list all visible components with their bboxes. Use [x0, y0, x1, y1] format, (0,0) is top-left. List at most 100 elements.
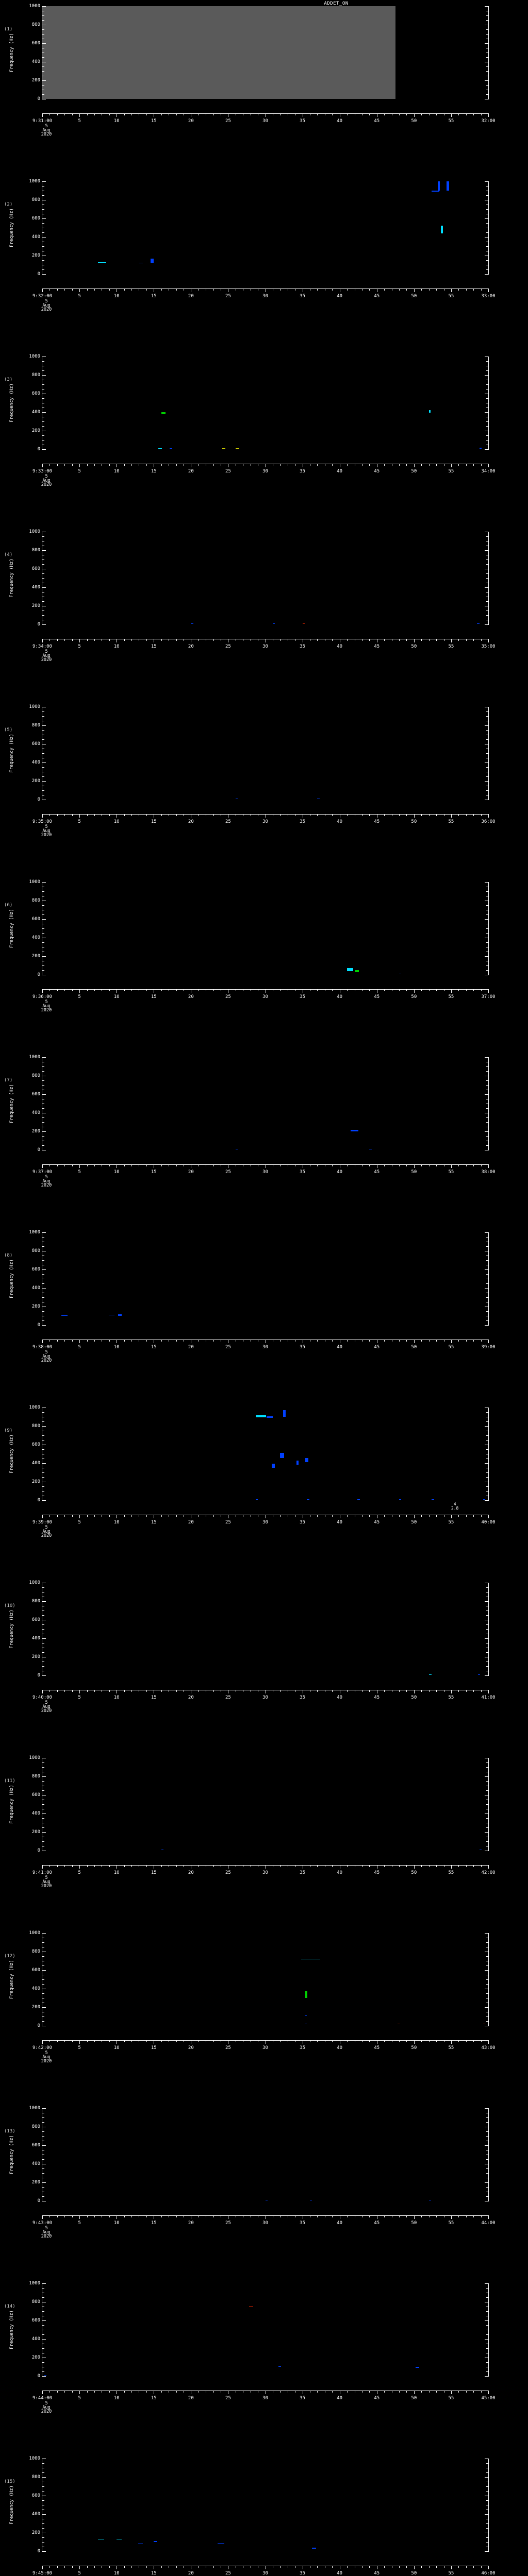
detection-mark[interactable]: [154, 2540, 157, 2542]
plot-area[interactable]: [42, 6, 489, 99]
plot-area[interactable]: [42, 2459, 489, 2552]
detection-mark[interactable]: [218, 2543, 225, 2544]
x-axis-tick: [406, 289, 407, 291]
y-tick-label: 0: [37, 1498, 40, 1503]
x-axis-tick: [79, 2040, 80, 2044]
detection-mark[interactable]: [312, 2547, 316, 2549]
detection-mark[interactable]: [278, 2366, 282, 2367]
detection-mark[interactable]: [447, 181, 449, 191]
plot-area[interactable]: [42, 707, 489, 800]
detection-mark[interactable]: [483, 1499, 486, 1500]
x-axis-tick: [176, 113, 177, 115]
x-tick-label: 50: [411, 1170, 417, 1175]
detection-mark[interactable]: [440, 226, 443, 233]
x-axis-tick: [213, 1865, 214, 1867]
x-axis-tick: [87, 113, 88, 115]
plot-area[interactable]: [42, 181, 489, 275]
detection-mark[interactable]: [272, 623, 275, 624]
detection-mark[interactable]: [432, 1499, 434, 1500]
detection-mark[interactable]: [222, 448, 225, 449]
x-axis-tick: [79, 1690, 80, 1693]
plot-area[interactable]: [42, 1758, 489, 1851]
x-tick-label: 30: [262, 2571, 268, 2576]
detection-mark[interactable]: [296, 1460, 299, 1465]
date-stamp-line: 2020: [41, 1008, 52, 1013]
x-axis-tick: [131, 464, 132, 466]
detection-mark[interactable]: [161, 412, 166, 414]
detection-mark[interactable]: [305, 1991, 307, 1998]
detection-mark[interactable]: [283, 1410, 286, 1417]
x-axis-tick: [481, 464, 482, 466]
y-tick-label: 600: [31, 1617, 40, 1622]
detection-mark[interactable]: [151, 259, 154, 263]
detection-mark[interactable]: [354, 970, 359, 972]
x-tick-end-time: 45:00: [481, 2396, 496, 2401]
panel-number: (2): [4, 201, 13, 207]
detection-mark[interactable]: [307, 1499, 309, 1500]
y-axis-tick: [485, 274, 489, 275]
detection-mark[interactable]: [158, 448, 162, 449]
x-axis-tick: [146, 1340, 147, 1342]
detection-mark[interactable]: [191, 623, 193, 624]
x-axis-tick: [458, 639, 459, 641]
detection-mark[interactable]: [255, 1499, 258, 1500]
plot-area[interactable]: [42, 357, 489, 450]
detection-mark[interactable]: [98, 262, 106, 263]
x-axis-tick: [347, 1690, 348, 1692]
detection-mark[interactable]: [255, 1415, 266, 1417]
x-axis-tick: [436, 464, 437, 466]
y-axis-tick: [486, 1136, 489, 1137]
x-axis-tick: [94, 2391, 95, 2393]
plot-area[interactable]: [42, 882, 489, 975]
x-tick-label: 55: [448, 644, 454, 649]
plot-area[interactable]: [42, 2108, 489, 2201]
x-axis-tick: [317, 1164, 318, 1166]
x-axis-tick: [64, 1865, 65, 1867]
detection-mark[interactable]: [61, 1315, 68, 1316]
plot-area[interactable]: [42, 1583, 489, 1676]
x-axis-tick: [146, 814, 147, 816]
detection-mark[interactable]: [477, 1674, 481, 1675]
detection-mark[interactable]: [399, 1499, 402, 1500]
y-axis-tick: [42, 601, 44, 602]
detection-mark[interactable]: [415, 2367, 419, 2368]
detection-mark[interactable]: [44, 2375, 46, 2376]
plot-area[interactable]: [42, 1232, 489, 1326]
detection-mark[interactable]: [138, 2543, 143, 2545]
x-axis-tick: [79, 289, 80, 292]
detection-mark[interactable]: [304, 2015, 307, 2016]
detection-mark[interactable]: [235, 448, 240, 449]
detection-mark[interactable]: [357, 1499, 360, 1500]
plot-area[interactable]: [42, 1933, 489, 2026]
detection-mark[interactable]: [249, 2306, 254, 2307]
detection-mark[interactable]: [428, 1674, 432, 1675]
detection-mark[interactable]: [267, 1416, 273, 1418]
y-axis-tick: [42, 1629, 44, 1630]
detection-mark[interactable]: [347, 968, 353, 971]
x-axis-tick: [466, 639, 467, 641]
y-axis-tick: [486, 1818, 489, 1819]
detection-mark[interactable]: [280, 1453, 284, 1459]
plot-area[interactable]: [42, 2283, 489, 2377]
x-axis-tick: [42, 1865, 43, 1869]
detection-mark[interactable]: [118, 1314, 122, 1316]
x-axis-tick: [317, 989, 318, 991]
detection-mark[interactable]: [302, 623, 305, 624]
y-axis-tick: [42, 781, 46, 782]
x-tick-end-time: 37:00: [481, 994, 496, 999]
detection-mark[interactable]: [272, 1463, 275, 1468]
detection-mark[interactable]: [432, 191, 439, 192]
x-axis-tick: [79, 989, 80, 993]
date-stamp-line: 2020: [41, 1884, 52, 1889]
y-axis-tick: [42, 361, 44, 362]
detection-mark[interactable]: [169, 448, 173, 449]
detection-mark[interactable]: [477, 623, 480, 624]
x-axis-tick: [406, 1865, 407, 1867]
detection-mark[interactable]: [351, 1130, 358, 1131]
plot-area[interactable]: [42, 1057, 489, 1150]
plot-area[interactable]: [42, 532, 489, 625]
detection-mark[interactable]: [305, 1458, 309, 1463]
detection-mark[interactable]: [437, 181, 440, 191]
plot-area[interactable]: [42, 1408, 489, 1501]
detection-mark[interactable]: [428, 410, 431, 413]
